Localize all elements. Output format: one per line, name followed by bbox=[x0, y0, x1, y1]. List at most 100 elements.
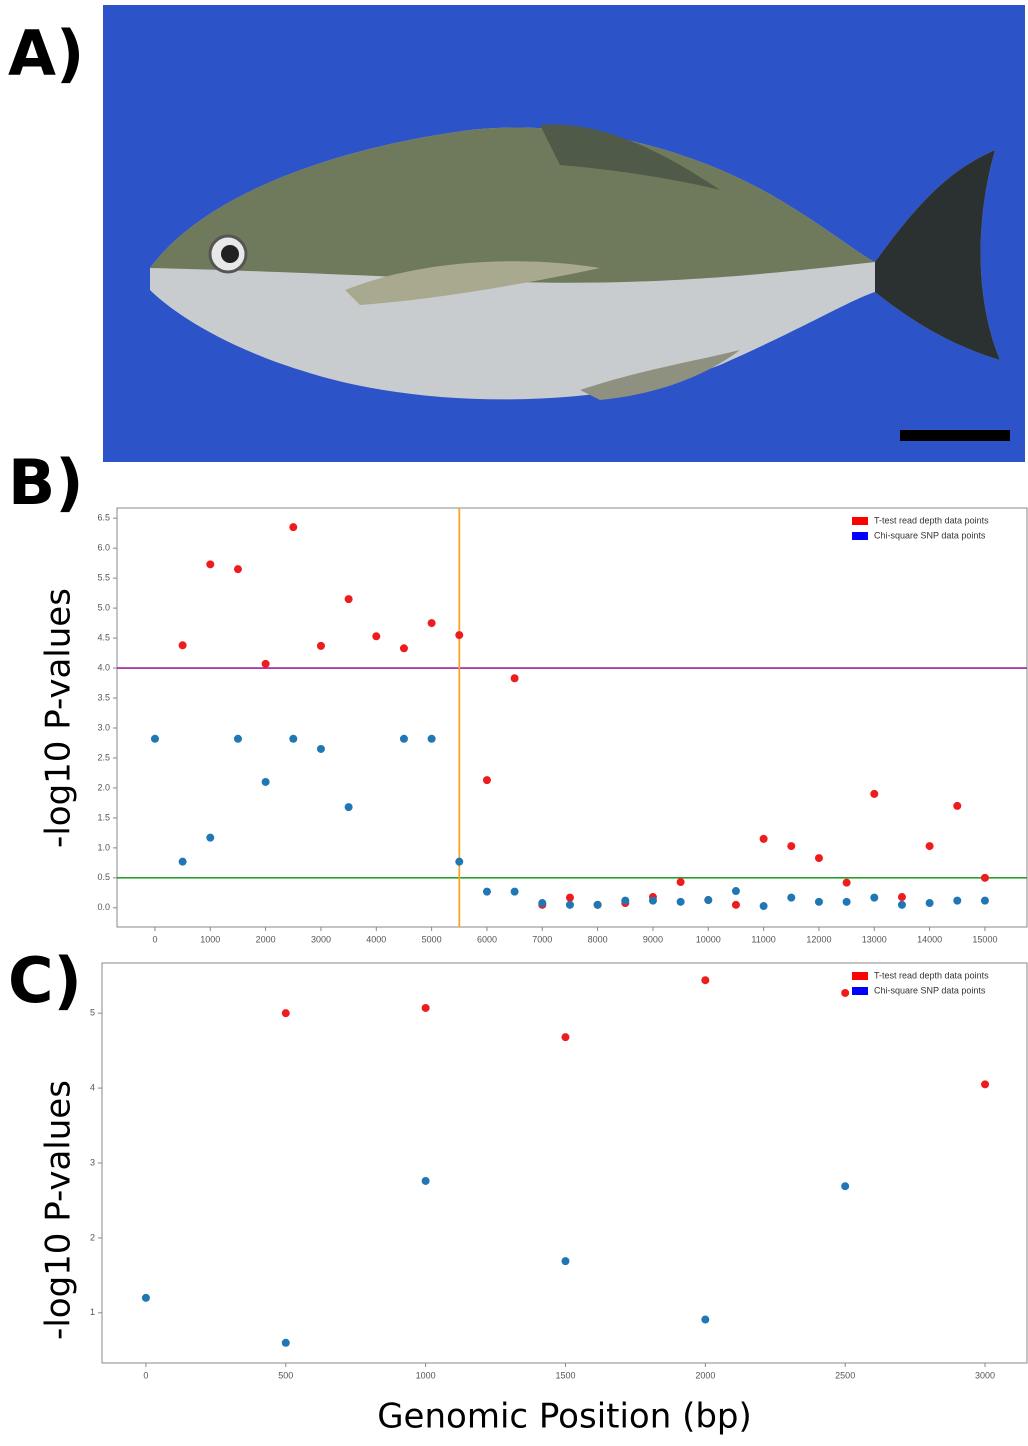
y-tick-label: 5 bbox=[90, 1008, 95, 1018]
data-point bbox=[898, 901, 906, 909]
plot-frame bbox=[102, 963, 1027, 1363]
data-point bbox=[677, 878, 685, 886]
data-point bbox=[234, 735, 242, 743]
data-point bbox=[142, 1294, 150, 1302]
y-tick-label: 3.5 bbox=[97, 692, 110, 702]
x-tick-label: 0 bbox=[143, 1370, 148, 1380]
x-tick-label: 14000 bbox=[917, 934, 942, 944]
data-point bbox=[483, 776, 491, 784]
y-tick-label: 4.0 bbox=[97, 662, 110, 672]
data-point bbox=[701, 1316, 709, 1324]
data-point bbox=[206, 834, 214, 842]
x-tick-label: 4000 bbox=[366, 934, 386, 944]
x-tick-label: 1000 bbox=[416, 1370, 436, 1380]
legend-swatch bbox=[852, 987, 868, 995]
data-point bbox=[455, 631, 463, 639]
data-point bbox=[400, 644, 408, 652]
data-point bbox=[732, 887, 740, 895]
y-tick-label: 5.5 bbox=[97, 573, 110, 583]
data-point bbox=[870, 894, 878, 902]
y-tick-label: 4 bbox=[90, 1082, 95, 1092]
data-point bbox=[870, 790, 878, 798]
y-tick-label: 4.5 bbox=[97, 632, 110, 642]
x-tick-label: 15000 bbox=[972, 934, 997, 944]
data-point bbox=[538, 899, 546, 907]
fish-photo bbox=[103, 5, 1025, 462]
y-tick-label: 6.5 bbox=[97, 513, 110, 523]
data-point bbox=[787, 894, 795, 902]
data-point bbox=[841, 989, 849, 997]
data-point bbox=[428, 735, 436, 743]
x-tick-label: 2000 bbox=[695, 1370, 715, 1380]
y-tick-label: 0.5 bbox=[97, 872, 110, 882]
y-tick-label: 1 bbox=[90, 1307, 95, 1317]
plot-frame bbox=[117, 508, 1027, 927]
data-point bbox=[151, 735, 159, 743]
data-point bbox=[179, 858, 187, 866]
data-point bbox=[566, 901, 574, 909]
y-tick-label: 1.5 bbox=[97, 812, 110, 822]
data-point bbox=[926, 899, 934, 907]
data-point bbox=[843, 879, 851, 887]
panel-label: C) bbox=[8, 944, 82, 1017]
data-point bbox=[289, 523, 297, 531]
x-tick-label: 6000 bbox=[477, 934, 497, 944]
x-tick-label: 5000 bbox=[422, 934, 442, 944]
y-tick-label: 1.0 bbox=[97, 842, 110, 852]
data-point bbox=[981, 1080, 989, 1088]
data-point bbox=[422, 1177, 430, 1185]
data-point bbox=[262, 778, 270, 786]
x-tick-label: 1500 bbox=[555, 1370, 575, 1380]
x-tick-label: 2500 bbox=[835, 1370, 855, 1380]
scale-bar bbox=[900, 430, 1010, 441]
data-point bbox=[701, 976, 709, 984]
data-point bbox=[677, 898, 685, 906]
x-tick-label: 13000 bbox=[862, 934, 887, 944]
y-tick-label: 6.0 bbox=[97, 543, 110, 553]
x-tick-label: 500 bbox=[278, 1370, 293, 1380]
data-point bbox=[282, 1009, 290, 1017]
x-tick-label: 3000 bbox=[975, 1370, 995, 1380]
y-tick-label: 2.0 bbox=[97, 782, 110, 792]
y-tick-label: 2.5 bbox=[97, 752, 110, 762]
y-tick-label: 3.0 bbox=[97, 722, 110, 732]
data-point bbox=[289, 735, 297, 743]
data-point bbox=[841, 1182, 849, 1190]
y-axis-label: -log10 P-values bbox=[39, 1080, 79, 1340]
data-point bbox=[372, 632, 380, 640]
y-tick-label: 2 bbox=[90, 1232, 95, 1242]
data-point bbox=[428, 619, 436, 627]
data-point bbox=[317, 745, 325, 753]
data-point bbox=[566, 894, 574, 902]
x-tick-label: 10000 bbox=[696, 934, 721, 944]
y-tick-label: 3 bbox=[90, 1157, 95, 1167]
data-point bbox=[345, 803, 353, 811]
data-point bbox=[704, 896, 712, 904]
data-point bbox=[843, 898, 851, 906]
data-point bbox=[953, 802, 961, 810]
x-axis-label: Genomic Position (bp) bbox=[377, 1397, 752, 1437]
fish-pupil bbox=[221, 245, 239, 263]
y-axis-label: -log10 P-values bbox=[39, 588, 79, 848]
x-tick-label: 7000 bbox=[532, 934, 552, 944]
x-tick-label: 11000 bbox=[751, 934, 775, 944]
data-point bbox=[981, 897, 989, 905]
legend-label: T-test read depth data points bbox=[874, 970, 989, 980]
data-point bbox=[787, 842, 795, 850]
panel-label: A) bbox=[8, 17, 84, 90]
data-point bbox=[561, 1033, 569, 1041]
figure: A) B) C) 0.00.51.01.52.02.53.03.54.04.55… bbox=[0, 0, 1028, 1446]
x-tick-label: 1000 bbox=[200, 934, 220, 944]
legend-swatch bbox=[852, 972, 868, 980]
data-point bbox=[400, 735, 408, 743]
data-point bbox=[981, 874, 989, 882]
data-point bbox=[561, 1257, 569, 1265]
data-point bbox=[760, 835, 768, 843]
data-point bbox=[815, 854, 823, 862]
data-point bbox=[898, 893, 906, 901]
data-point bbox=[926, 842, 934, 850]
data-point bbox=[234, 565, 242, 573]
data-point bbox=[317, 642, 325, 650]
data-point bbox=[760, 902, 768, 910]
data-point bbox=[732, 901, 740, 909]
